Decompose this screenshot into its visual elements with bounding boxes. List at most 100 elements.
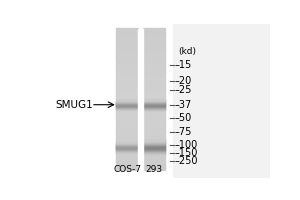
Bar bbox=[143, 92, 165, 94]
Bar bbox=[143, 86, 165, 89]
Bar bbox=[143, 108, 165, 109]
Bar bbox=[143, 149, 165, 150]
Bar bbox=[143, 162, 165, 164]
Bar bbox=[143, 157, 165, 159]
Bar bbox=[143, 140, 165, 141]
Bar bbox=[143, 90, 165, 92]
Bar bbox=[143, 144, 165, 145]
Bar bbox=[116, 105, 138, 106]
Bar bbox=[143, 76, 165, 78]
Bar bbox=[116, 41, 138, 43]
Bar bbox=[116, 90, 138, 92]
Bar bbox=[116, 108, 138, 109]
Bar bbox=[143, 88, 165, 90]
Bar bbox=[143, 111, 165, 113]
Bar bbox=[143, 150, 165, 151]
Bar bbox=[116, 129, 138, 131]
Bar bbox=[116, 150, 138, 151]
Bar bbox=[116, 151, 138, 152]
Bar bbox=[143, 102, 165, 103]
Bar bbox=[143, 104, 165, 105]
Bar bbox=[116, 58, 138, 60]
Bar bbox=[116, 145, 138, 146]
Bar bbox=[143, 150, 165, 151]
Bar bbox=[143, 148, 165, 150]
Bar bbox=[116, 46, 138, 48]
Bar bbox=[143, 129, 165, 131]
Text: –50: –50 bbox=[175, 113, 192, 123]
Bar bbox=[143, 120, 165, 122]
Bar bbox=[116, 144, 138, 145]
Bar bbox=[143, 160, 165, 162]
Bar bbox=[116, 113, 138, 115]
Bar bbox=[143, 166, 165, 168]
Text: –250: –250 bbox=[175, 156, 198, 166]
Text: 293: 293 bbox=[145, 165, 162, 174]
Bar bbox=[143, 146, 165, 148]
Text: –75: –75 bbox=[175, 127, 192, 137]
Bar bbox=[143, 155, 165, 157]
Bar bbox=[116, 111, 138, 113]
Bar bbox=[143, 122, 165, 124]
Bar bbox=[143, 146, 165, 147]
Text: –100: –100 bbox=[175, 140, 198, 150]
Bar bbox=[143, 67, 165, 69]
Bar bbox=[143, 64, 165, 66]
Bar bbox=[116, 143, 138, 145]
Text: –150: –150 bbox=[175, 148, 198, 158]
Bar bbox=[116, 93, 138, 96]
Bar bbox=[143, 46, 165, 48]
Bar bbox=[116, 115, 138, 117]
Bar bbox=[143, 142, 165, 143]
Bar bbox=[116, 106, 138, 107]
Bar bbox=[116, 76, 138, 78]
Bar bbox=[143, 102, 165, 103]
Bar bbox=[138, 29, 143, 170]
Bar bbox=[143, 106, 165, 107]
Bar bbox=[143, 153, 165, 154]
Bar bbox=[143, 143, 165, 144]
Bar bbox=[116, 81, 138, 83]
Bar bbox=[116, 104, 138, 105]
Bar bbox=[116, 109, 138, 111]
Bar bbox=[143, 109, 165, 111]
Bar bbox=[143, 56, 165, 59]
Bar bbox=[116, 28, 138, 30]
Bar bbox=[143, 145, 165, 147]
Bar bbox=[143, 65, 165, 67]
Bar bbox=[143, 53, 165, 55]
Bar bbox=[116, 78, 138, 80]
Bar bbox=[143, 106, 165, 108]
Bar bbox=[143, 51, 165, 53]
Bar bbox=[143, 97, 165, 99]
Bar bbox=[143, 130, 165, 133]
Bar bbox=[143, 150, 165, 152]
Bar bbox=[116, 62, 138, 64]
Bar bbox=[116, 72, 138, 74]
Bar bbox=[143, 32, 165, 34]
Bar bbox=[143, 103, 165, 104]
Bar bbox=[116, 69, 138, 71]
Bar bbox=[143, 134, 165, 136]
Bar bbox=[116, 125, 138, 127]
Bar bbox=[116, 85, 138, 87]
Bar bbox=[116, 102, 138, 103]
Text: SMUG1: SMUG1 bbox=[56, 100, 94, 110]
Bar bbox=[116, 152, 138, 153]
Bar bbox=[143, 143, 165, 144]
Bar bbox=[143, 99, 165, 101]
Bar bbox=[143, 83, 165, 85]
Bar bbox=[143, 44, 165, 46]
Bar bbox=[116, 143, 138, 144]
Bar bbox=[143, 81, 165, 83]
Bar bbox=[116, 103, 138, 104]
Bar bbox=[143, 136, 165, 138]
Bar bbox=[143, 116, 165, 118]
Bar bbox=[143, 34, 165, 36]
Bar bbox=[143, 74, 165, 76]
Bar bbox=[116, 150, 138, 151]
Bar bbox=[116, 106, 138, 107]
Bar bbox=[116, 74, 138, 76]
Bar bbox=[116, 105, 138, 106]
Bar bbox=[143, 104, 165, 105]
